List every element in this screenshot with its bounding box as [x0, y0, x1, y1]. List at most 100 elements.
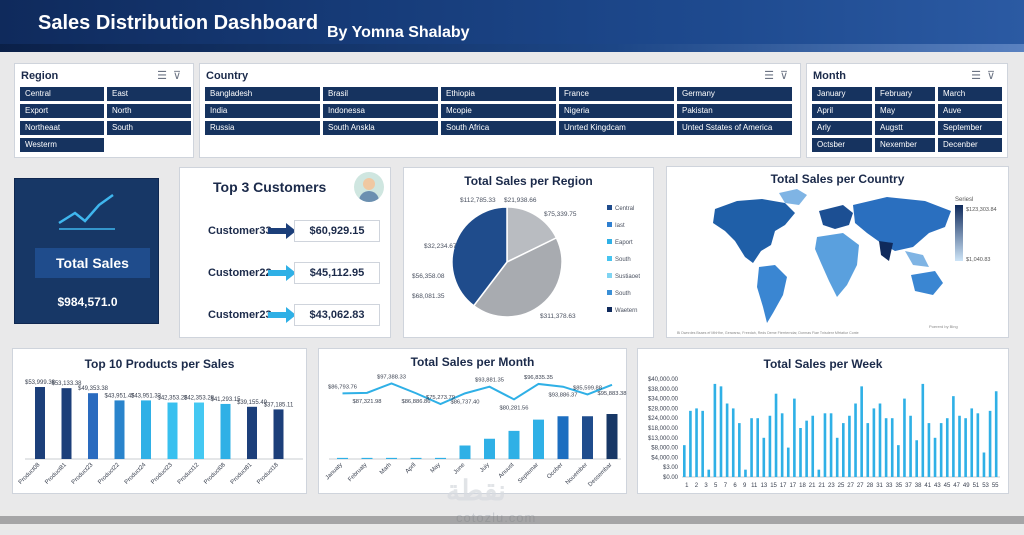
- map-australia[interactable]: [911, 271, 943, 295]
- footer-scroll-bar[interactable]: [0, 516, 1024, 524]
- region-option-central[interactable]: Central: [20, 87, 104, 101]
- month-option-arly[interactable]: Arly: [812, 121, 872, 135]
- region-option-export[interactable]: Export: [20, 104, 104, 118]
- month-bar[interactable]: [484, 438, 495, 459]
- country-option-france[interactable]: France: [559, 87, 674, 101]
- month-option-nexember[interactable]: Nexember: [875, 138, 935, 152]
- product-bar[interactable]: [167, 402, 178, 459]
- week-bar[interactable]: [683, 445, 686, 477]
- week-bar[interactable]: [976, 413, 980, 477]
- month-bar[interactable]: [410, 457, 422, 459]
- month-option-september[interactable]: September: [938, 121, 1002, 135]
- product-bar[interactable]: [35, 387, 45, 459]
- region-option-westerm[interactable]: Westerm: [20, 138, 104, 152]
- region-option-northeaat[interactable]: Northeaat: [20, 121, 104, 135]
- month-bar[interactable]: [508, 430, 520, 459]
- map-south-america[interactable]: [757, 265, 787, 323]
- country-option-south-anskla[interactable]: South Anskla: [323, 121, 438, 135]
- product-bar[interactable]: [247, 406, 257, 459]
- country-option-unted-sstates-of-america[interactable]: Unted Sstates of America: [677, 121, 792, 135]
- month-bar[interactable]: [582, 416, 593, 459]
- pie-slice[interactable]: [451, 206, 508, 307]
- week-bar[interactable]: [921, 383, 925, 477]
- month-bar[interactable]: [337, 457, 348, 459]
- product-bar[interactable]: [141, 400, 151, 459]
- week-bar[interactable]: [811, 415, 815, 477]
- country-option-south-africa[interactable]: South Africa: [441, 121, 556, 135]
- week-bar[interactable]: [915, 440, 918, 477]
- product-bar[interactable]: [220, 403, 231, 459]
- week-bar[interactable]: [909, 415, 912, 477]
- week-bar[interactable]: [860, 386, 863, 477]
- map-asia[interactable]: [853, 197, 951, 251]
- week-bar[interactable]: [707, 469, 711, 477]
- month-option-february[interactable]: February: [875, 87, 935, 101]
- product-bar[interactable]: [114, 400, 125, 459]
- week-bar[interactable]: [805, 420, 808, 477]
- week-bar[interactable]: [738, 423, 741, 477]
- region-option-east[interactable]: East: [107, 87, 191, 101]
- week-bar[interactable]: [774, 393, 778, 477]
- pie-legend-item[interactable]: South: [615, 291, 631, 297]
- week-bar[interactable]: [878, 403, 882, 478]
- pie-legend-item[interactable]: Eaport: [615, 240, 633, 246]
- week-bar[interactable]: [854, 403, 857, 478]
- month-bar[interactable]: [361, 457, 373, 459]
- product-bar[interactable]: [88, 393, 98, 459]
- week-bar[interactable]: [829, 413, 833, 477]
- country-option-russia[interactable]: Russia: [205, 121, 320, 135]
- filter-clear-icon[interactable]: ⊽: [779, 70, 794, 82]
- map-india[interactable]: [879, 241, 893, 261]
- pie-legend-item[interactable]: Central: [615, 206, 634, 212]
- week-bar[interactable]: [701, 410, 704, 477]
- map-europe[interactable]: [819, 205, 853, 229]
- week-bar[interactable]: [835, 437, 839, 477]
- week-bar[interactable]: [762, 437, 766, 477]
- week-bar[interactable]: [988, 410, 992, 477]
- week-bar[interactable]: [799, 428, 802, 477]
- month-bar[interactable]: [557, 416, 569, 459]
- country-option-germany[interactable]: Germany: [677, 87, 792, 101]
- map-greenland[interactable]: [779, 189, 807, 205]
- month-option-octsber[interactable]: Octsber: [812, 138, 872, 152]
- week-bar[interactable]: [689, 410, 692, 477]
- week-bar[interactable]: [866, 423, 870, 477]
- week-bar[interactable]: [884, 418, 888, 477]
- week-bar[interactable]: [713, 383, 717, 477]
- country-option-ethiopia[interactable]: Ethiopia: [441, 87, 556, 101]
- month-option-may[interactable]: May: [875, 104, 935, 118]
- month-bar[interactable]: [435, 457, 446, 459]
- multi-select-icon[interactable]: ☰: [764, 70, 780, 82]
- country-option-pakistan[interactable]: Pakistan: [677, 104, 792, 118]
- country-option-bangladesh[interactable]: Bangladesh: [205, 87, 320, 101]
- week-bar[interactable]: [731, 408, 735, 477]
- pie-legend-item[interactable]: Waetern: [615, 308, 637, 314]
- pie-legend-item[interactable]: South: [615, 257, 631, 263]
- week-bar[interactable]: [903, 398, 906, 477]
- week-bar[interactable]: [786, 447, 790, 477]
- week-bar[interactable]: [842, 423, 845, 477]
- month-option-decenber[interactable]: Decenber: [938, 138, 1002, 152]
- month-option-march[interactable]: March: [938, 87, 1002, 101]
- pie-legend-item[interactable]: Iast: [615, 223, 625, 229]
- week-bar[interactable]: [780, 413, 784, 477]
- country-option-unrted-kingdcam[interactable]: Unrted Kingdcam: [559, 121, 674, 135]
- week-bar[interactable]: [964, 418, 967, 477]
- week-bar[interactable]: [756, 418, 759, 477]
- week-bar[interactable]: [719, 386, 723, 477]
- pie-legend-item[interactable]: Sustiaoet: [615, 274, 640, 280]
- week-bar[interactable]: [890, 418, 894, 477]
- week-bar[interactable]: [750, 418, 753, 477]
- week-bar[interactable]: [768, 415, 772, 477]
- map-north-america[interactable]: [713, 199, 795, 263]
- week-bar[interactable]: [817, 469, 821, 477]
- country-option-indonessa[interactable]: Indonessa: [323, 104, 438, 118]
- week-bar[interactable]: [897, 445, 900, 477]
- product-bar[interactable]: [61, 388, 72, 459]
- multi-select-icon[interactable]: ☰: [157, 70, 173, 82]
- region-option-south[interactable]: South: [107, 121, 191, 135]
- map-southeast-asia[interactable]: [905, 251, 929, 267]
- product-bar[interactable]: [194, 402, 204, 459]
- week-bar[interactable]: [982, 452, 986, 478]
- month-bar[interactable]: [386, 457, 397, 459]
